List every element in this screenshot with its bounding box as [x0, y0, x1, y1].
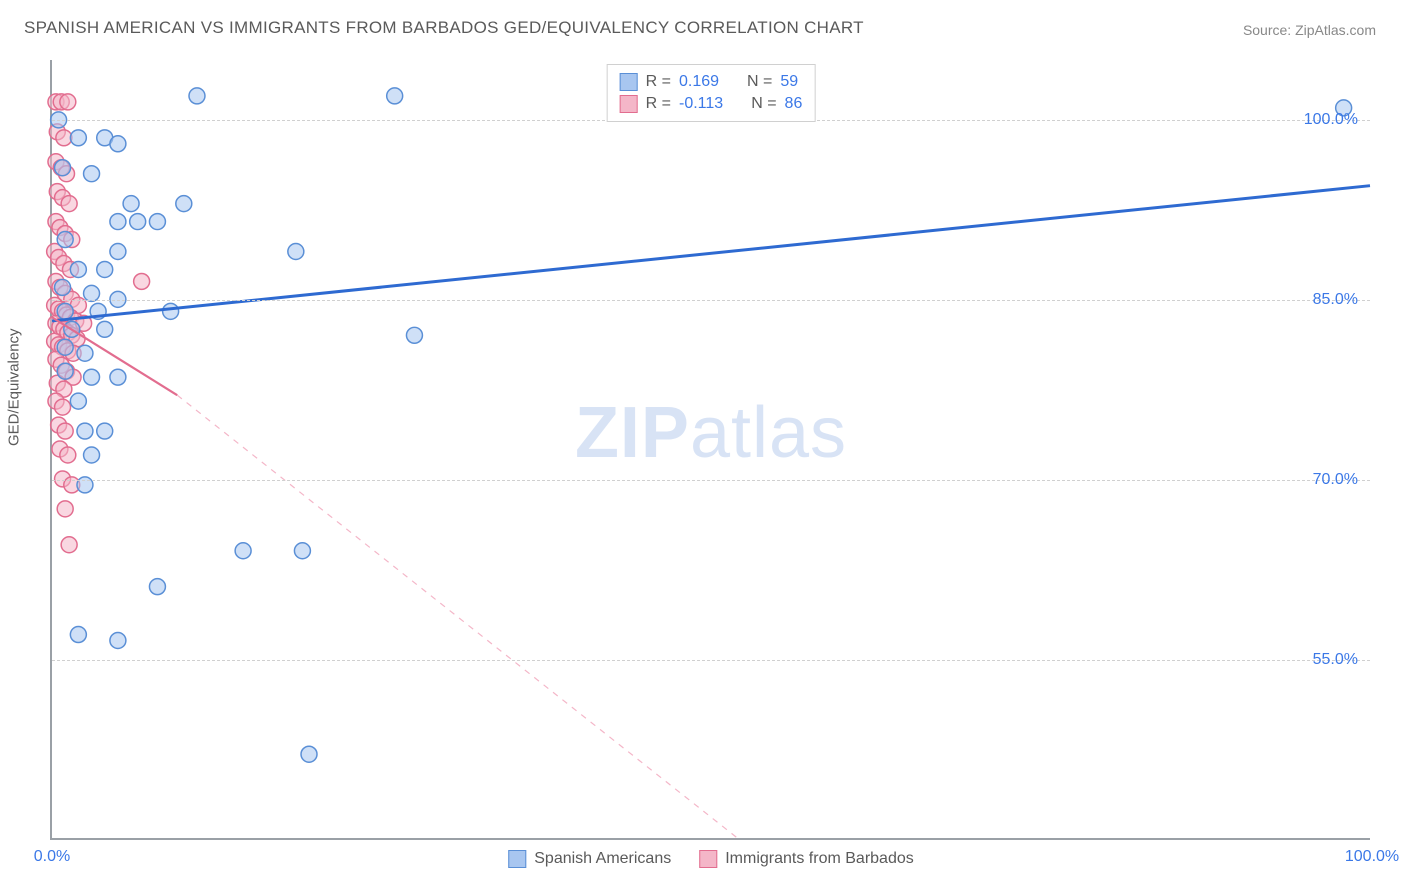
data-point [61, 196, 77, 212]
legend-label-a: Spanish Americans [534, 850, 671, 868]
grid-line [52, 660, 1370, 661]
data-point [60, 447, 76, 463]
data-point [97, 261, 113, 277]
data-point [110, 369, 126, 385]
legend-item-b: Immigrants from Barbados [699, 850, 914, 868]
data-point [57, 501, 73, 517]
data-point [97, 321, 113, 337]
swatch-b-icon [620, 95, 638, 113]
data-point [55, 279, 71, 295]
legend-series: Spanish Americans Immigrants from Barbad… [508, 850, 913, 868]
data-point [110, 136, 126, 152]
data-point [149, 214, 165, 230]
plot-area: ZIPatlas R = 0.169 N = 59 R = -0.113 N =… [50, 60, 1370, 840]
data-point [288, 244, 304, 260]
data-point [123, 196, 139, 212]
data-point [70, 393, 86, 409]
data-point [70, 130, 86, 146]
data-point [57, 303, 73, 319]
data-point [84, 369, 100, 385]
legend-stats-row-a: R = 0.169 N = 59 [620, 71, 803, 93]
data-point [176, 196, 192, 212]
data-point [134, 273, 150, 289]
data-point [130, 214, 146, 230]
data-point [77, 423, 93, 439]
y-tick-label: 70.0% [1313, 471, 1358, 489]
data-point [55, 160, 71, 176]
trend-line [177, 395, 737, 838]
grid-line [52, 480, 1370, 481]
data-point [57, 423, 73, 439]
data-point [189, 88, 205, 104]
data-point [387, 88, 403, 104]
data-point [70, 627, 86, 643]
legend-stats: R = 0.169 N = 59 R = -0.113 N = 86 [607, 64, 816, 122]
data-point [149, 579, 165, 595]
data-point [235, 543, 251, 559]
data-point [56, 130, 72, 146]
r-label-a: R = [646, 73, 671, 91]
data-point [110, 244, 126, 260]
y-axis-title: GED/Equivalency [6, 328, 23, 446]
data-point [406, 327, 422, 343]
y-tick-label: 85.0% [1313, 291, 1358, 309]
y-tick-label: 55.0% [1313, 651, 1358, 669]
legend-stats-row-b: R = -0.113 N = 86 [620, 93, 803, 115]
data-point [84, 285, 100, 301]
data-point [70, 261, 86, 277]
x-tick-label: 100.0% [1345, 848, 1399, 866]
grid-line [52, 300, 1370, 301]
chart-svg [52, 60, 1370, 838]
data-point [84, 166, 100, 182]
n-value-b: 86 [785, 95, 803, 113]
legend-item-a: Spanish Americans [508, 850, 671, 868]
data-point [57, 232, 73, 248]
data-point [110, 214, 126, 230]
data-point [57, 339, 73, 355]
data-point [60, 94, 76, 110]
data-point [61, 537, 77, 553]
y-tick-label: 100.0% [1304, 111, 1358, 129]
r-label-b: R = [646, 95, 671, 113]
r-value-b: -0.113 [679, 95, 723, 113]
n-label-b: N = [751, 95, 776, 113]
data-point [57, 363, 73, 379]
n-label-a: N = [747, 73, 772, 91]
data-point [294, 543, 310, 559]
data-point [84, 447, 100, 463]
source-label: Source: ZipAtlas.com [1243, 22, 1376, 38]
data-point [110, 633, 126, 649]
chart-title: SPANISH AMERICAN VS IMMIGRANTS FROM BARB… [24, 18, 864, 38]
swatch-b2-icon [699, 850, 717, 868]
n-value-a: 59 [780, 73, 798, 91]
data-point [97, 423, 113, 439]
data-point [163, 303, 179, 319]
data-point [77, 345, 93, 361]
x-tick-label: 0.0% [34, 848, 70, 866]
swatch-a-icon [620, 73, 638, 91]
data-point [301, 746, 317, 762]
legend-label-b: Immigrants from Barbados [725, 850, 914, 868]
swatch-a2-icon [508, 850, 526, 868]
data-point [55, 399, 71, 415]
r-value-a: 0.169 [679, 73, 719, 91]
